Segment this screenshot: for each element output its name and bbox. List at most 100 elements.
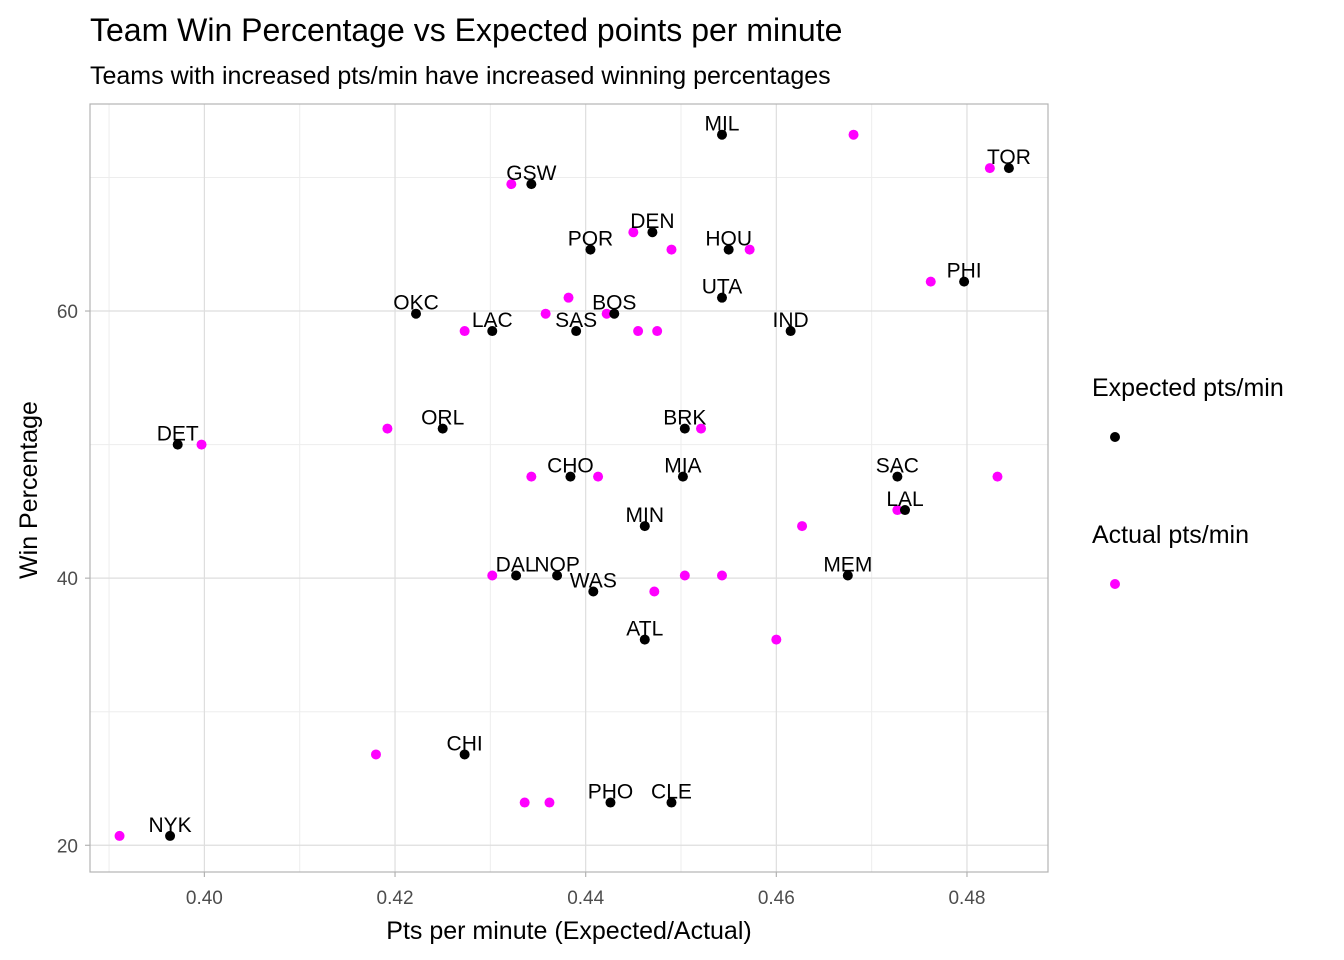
expected-point <box>785 326 796 337</box>
expected-point <box>639 634 650 645</box>
team-label-por: POR <box>568 228 614 251</box>
actual-point <box>716 570 727 581</box>
expected-point <box>842 570 853 581</box>
team-label-brk: BRK <box>663 407 706 430</box>
expected-point <box>487 326 498 337</box>
team-label-atl: ATL <box>626 618 663 641</box>
team-label-det: DET <box>157 423 199 446</box>
x-axis-title: Pts per minute (Expected/Actual) <box>386 917 751 945</box>
legend-title-actual: Actual pts/min <box>1092 521 1249 549</box>
expected-point <box>588 586 599 597</box>
expected-point <box>552 570 563 581</box>
actual-point <box>196 439 207 450</box>
expected-point <box>1003 163 1014 174</box>
team-label-phi: PHI <box>947 260 982 283</box>
actual-point <box>563 292 574 303</box>
expected-point <box>900 505 911 516</box>
expected-point <box>609 308 620 319</box>
expected-point <box>605 797 616 808</box>
team-label-nop: NOP <box>534 553 580 576</box>
legend-title-expected: Expected pts/min <box>1092 374 1284 402</box>
actual-point <box>114 830 125 841</box>
team-label-was: WAS <box>570 570 617 593</box>
team-label-mem: MEM <box>823 553 872 576</box>
team-label-sas: SAS <box>555 309 597 332</box>
actual-point <box>848 129 859 140</box>
expected-point <box>639 521 650 532</box>
expected-point <box>459 749 470 760</box>
team-label-cho: CHO <box>547 455 594 478</box>
team-label-sac: SAC <box>876 455 919 478</box>
x-tick-label: 0.44 <box>567 888 604 909</box>
team-label-okc: OKC <box>393 292 439 315</box>
actual-point <box>925 276 936 287</box>
team-label-ind: IND <box>773 309 809 332</box>
actual-point <box>696 423 707 434</box>
team-label-den: DEN <box>630 210 674 233</box>
actual-point <box>601 308 612 319</box>
team-label-bos: BOS <box>592 292 636 315</box>
actual-point <box>984 163 995 174</box>
legend-key-actual <box>1110 579 1120 589</box>
team-label-tor: TOR <box>987 146 1031 169</box>
actual-point <box>652 326 663 337</box>
x-tick-label: 0.48 <box>948 888 985 909</box>
axis-ticks: 0.40 0.42 0.44 0.46 0.48 20 40 60 <box>57 302 986 909</box>
team-labels: MIL TOR GSW DEN POR HOU PHI UTA OKC BOS LAC SAS IND B… <box>148 113 1030 837</box>
team-label-lal: LAL <box>886 488 923 511</box>
expected-point <box>716 129 727 140</box>
expected-point <box>172 439 183 450</box>
legend: Expected pts/min Actual pts/min <box>1092 374 1284 589</box>
actual-point <box>892 505 903 516</box>
actual-point <box>666 244 677 255</box>
expected-point <box>511 570 522 581</box>
y-tick-label: 60 <box>57 302 78 323</box>
actual-point <box>540 308 551 319</box>
actual-point <box>506 179 517 190</box>
actual-point <box>370 749 381 760</box>
y-tick-label: 40 <box>57 569 78 590</box>
expected-point <box>677 471 688 482</box>
team-label-dal: DAL <box>496 553 537 576</box>
plot-panel-border <box>89 103 1049 873</box>
team-label-mil: MIL <box>704 113 739 136</box>
x-tick-label: 0.40 <box>186 888 223 909</box>
team-label-hou: HOU <box>705 228 752 251</box>
team-label-nyk: NYK <box>148 814 191 837</box>
team-label-lac: LAC <box>472 309 513 332</box>
actual-point <box>382 423 393 434</box>
legend-key-expected <box>1110 432 1120 442</box>
expected-point <box>723 244 734 255</box>
actual-point <box>797 521 808 532</box>
expected-point <box>571 326 582 337</box>
expected-point <box>647 227 658 238</box>
expected-point <box>165 830 176 841</box>
actual-point <box>628 227 639 238</box>
team-label-cle: CLE <box>651 781 692 804</box>
expected-point <box>565 471 576 482</box>
actual-point <box>519 797 530 808</box>
actual-point <box>487 570 498 581</box>
expected-point <box>666 797 677 808</box>
data-points <box>114 129 1014 841</box>
actual-point <box>744 244 755 255</box>
team-label-chi: CHI <box>447 732 483 755</box>
chart-title: Team Win Percentage vs Expected points p… <box>90 12 842 48</box>
expected-point <box>411 308 422 319</box>
expected-point <box>526 179 537 190</box>
team-label-uta: UTA <box>702 276 742 299</box>
y-axis-title: Win Percentage <box>15 401 43 579</box>
chart-subtitle: Teams with increased pts/min have increa… <box>90 62 831 90</box>
grid-lines <box>90 104 1048 872</box>
expected-point <box>679 423 690 434</box>
actual-point <box>649 586 660 597</box>
expected-point <box>959 276 970 287</box>
actual-point <box>679 570 690 581</box>
actual-point <box>633 326 644 337</box>
team-label-gsw: GSW <box>506 162 556 185</box>
expected-point <box>437 423 448 434</box>
actual-point <box>992 471 1003 482</box>
expected-point <box>716 292 727 303</box>
actual-point <box>526 471 537 482</box>
